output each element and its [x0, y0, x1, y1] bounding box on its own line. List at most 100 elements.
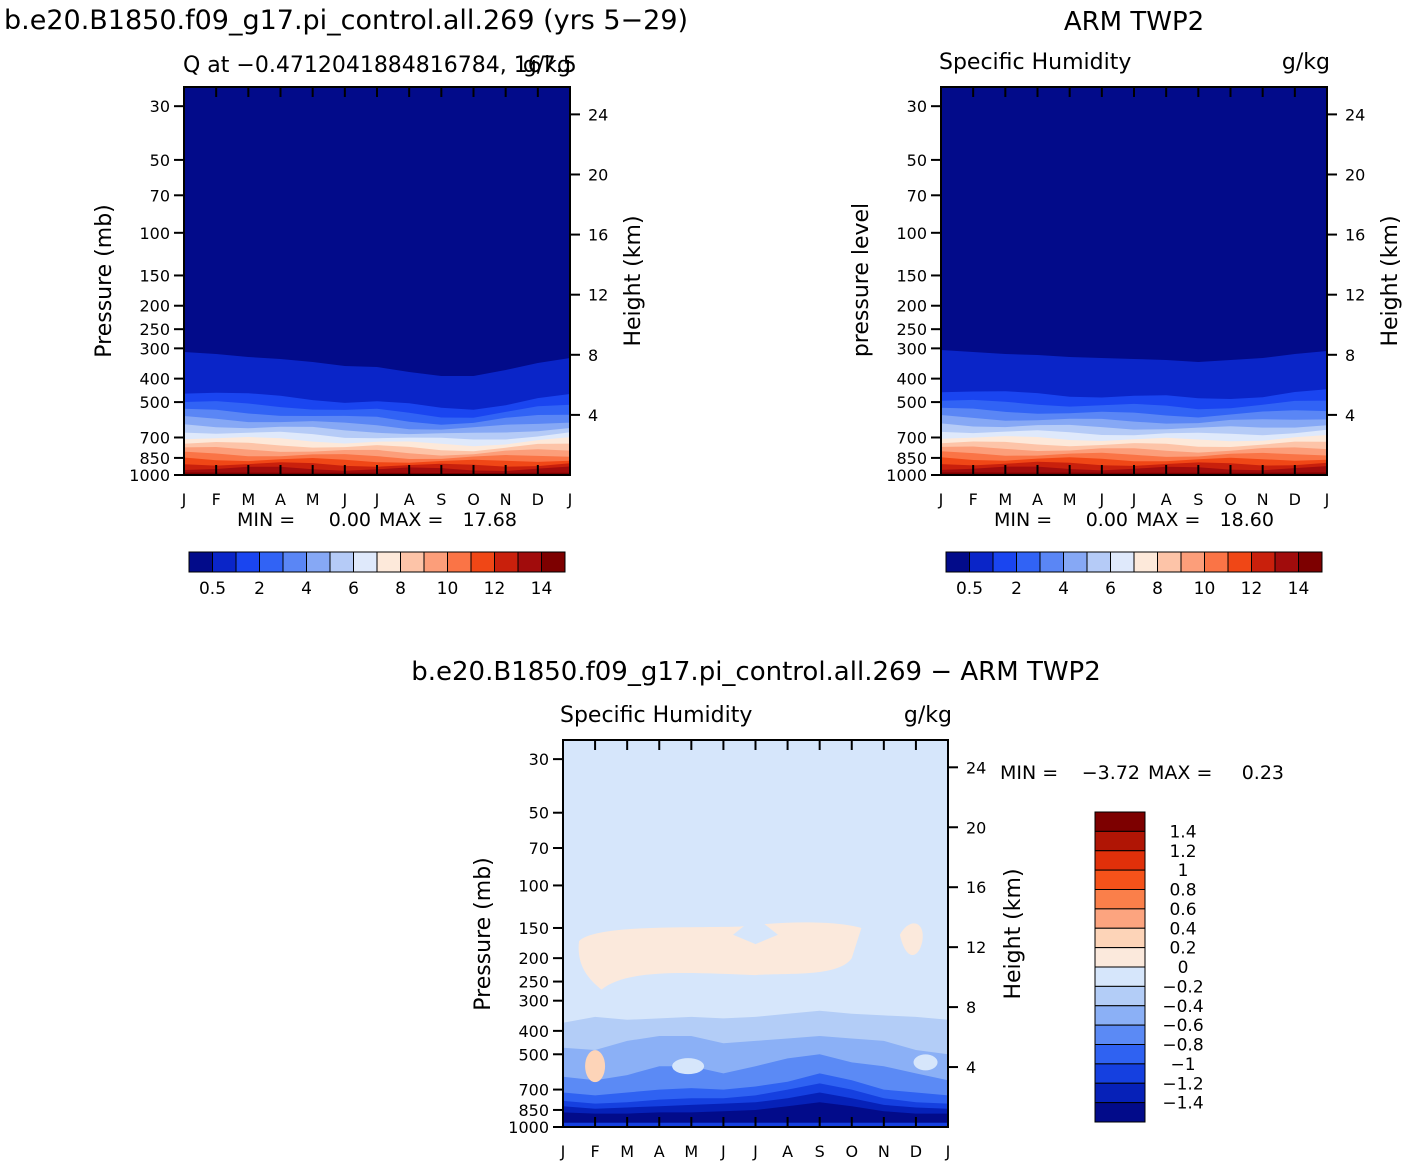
- colorbar-label: −1: [1170, 1055, 1195, 1075]
- colorbar-swatch: [1274, 551, 1299, 573]
- colorbar-swatch: [1094, 850, 1146, 871]
- right-tick-label: 24: [966, 758, 986, 777]
- colorbar-swatch: [212, 551, 237, 573]
- x-tick-label: M: [306, 490, 320, 509]
- y-tick-label: 50: [150, 151, 170, 170]
- colorbar-swatch: [447, 551, 472, 573]
- colorbar-swatch: [1094, 947, 1146, 968]
- y-tick-label: 250: [139, 320, 170, 339]
- y-tick-label: 300: [518, 992, 549, 1011]
- diff-min-label: MIN =: [1000, 762, 1058, 784]
- y-tick-label: 150: [139, 266, 170, 285]
- colorbar-label: 4: [301, 579, 312, 599]
- diff-right-axis-label: Height (km): [1001, 868, 1026, 999]
- colorbar-label: 0.5: [956, 579, 983, 599]
- x-tick-label: J: [374, 490, 380, 509]
- y-tick-label: 1000: [886, 466, 927, 485]
- y-tick-label: 150: [518, 919, 549, 938]
- obs-max-value: 18.60: [1220, 509, 1274, 531]
- colorbar-swatch: [1094, 889, 1146, 910]
- x-tick-label: F: [590, 1142, 599, 1161]
- y-tick-label: 850: [139, 449, 170, 468]
- colorbar-swatch: [1094, 908, 1146, 929]
- y-tick-label: 150: [896, 266, 927, 285]
- x-tick-label: O: [845, 1142, 858, 1161]
- y-tick-label: 50: [907, 151, 927, 170]
- y-tick-label: 1000: [508, 1118, 549, 1137]
- positive-anomaly-patch: [578, 922, 862, 990]
- x-tick-label: F: [212, 490, 221, 509]
- colorbar-label: −0.2: [1162, 977, 1203, 997]
- colorbar-label: 0: [1178, 958, 1189, 978]
- y-tick-label: 700: [518, 1081, 549, 1100]
- y-tick-label: 250: [518, 973, 549, 992]
- colorbar-swatch: [1094, 966, 1146, 987]
- colorbar-swatch: [1133, 551, 1158, 573]
- obs-panel: Specific Humidity g/kg J F M A M J J A S O N D J 30 50…: [849, 50, 1403, 599]
- x-tick-label: O: [467, 490, 480, 509]
- right-tick-label: 20: [588, 165, 608, 184]
- colorbar-label: −1.2: [1162, 1074, 1203, 1094]
- right-tick-label: 20: [966, 818, 986, 837]
- x-tick-label: J: [945, 1142, 951, 1161]
- x-tick-label: S: [436, 490, 446, 509]
- colorbar-swatch: [282, 551, 307, 573]
- y-tick-label: 300: [139, 339, 170, 358]
- y-tick-label: 200: [139, 297, 170, 316]
- y-tick-label: 70: [150, 186, 170, 205]
- colorbar-label: 1.2: [1169, 842, 1196, 862]
- colorbar-label: 0.8: [1169, 881, 1196, 901]
- diff-units-label: g/kg: [904, 703, 952, 728]
- x-tick-label: A: [404, 490, 415, 509]
- x-tick-label: J: [1131, 490, 1137, 509]
- model-min-value: 0.00: [329, 509, 371, 531]
- colorbar-swatch: [188, 551, 213, 573]
- diff-y-axis-label: Pressure (mb): [471, 857, 496, 1011]
- y-tick-label: 200: [896, 297, 927, 316]
- x-tick-label: D: [910, 1142, 922, 1161]
- colorbar-swatch: [945, 551, 970, 573]
- y-tick-label: 100: [896, 224, 927, 243]
- colorbar-swatch: [1298, 551, 1323, 573]
- right-tick-label: 24: [1345, 105, 1365, 124]
- colorbar-label: 14: [531, 579, 553, 599]
- x-tick-label: F: [969, 490, 978, 509]
- colorbar-swatch: [1227, 551, 1252, 573]
- weak-anomaly-patch: [913, 1054, 938, 1071]
- colorbar-swatch: [1094, 1063, 1146, 1084]
- right-tick-label: 8: [588, 346, 598, 365]
- colorbar-swatch: [353, 551, 378, 573]
- colorbar-label: 0.4: [1169, 919, 1196, 939]
- x-tick-label: S: [1193, 490, 1203, 509]
- obs-plot-area: [941, 87, 1327, 475]
- model-figure-title: b.e20.B1850.f09_g17.pi_control.all.269 (…: [4, 5, 688, 36]
- y-tick-label: 400: [139, 370, 170, 389]
- colorbar-label: 1: [1178, 861, 1189, 881]
- y-tick-label: 300: [896, 339, 927, 358]
- colorbar-swatch: [1063, 551, 1088, 573]
- y-tick-label: 30: [907, 97, 927, 116]
- colorbar-swatch: [329, 551, 354, 573]
- y-tick-label: 700: [896, 428, 927, 447]
- x-tick-label: J: [720, 1142, 726, 1161]
- positive-anomaly-patch: [899, 923, 923, 956]
- x-tick-label: J: [181, 490, 187, 509]
- y-tick-label: 30: [150, 97, 170, 116]
- obs-min-label: MIN =: [994, 509, 1052, 531]
- colorbar-label: 6: [1105, 579, 1116, 599]
- model-variable-label: Q at −0.4712041884816784, 167.5: [183, 53, 577, 78]
- colorbar-swatch: [1094, 1024, 1146, 1045]
- x-tick-label: M: [620, 1142, 634, 1161]
- diff-max-value: 0.23: [1242, 762, 1284, 784]
- colorbar-swatch: [1094, 1044, 1146, 1065]
- right-tick-label: 4: [588, 406, 598, 425]
- x-tick-label: M: [684, 1142, 698, 1161]
- obs-colorbar: 0.5 2 4 6 8 10 12 14: [945, 551, 1323, 599]
- obs-min-value: 0.00: [1086, 509, 1128, 531]
- y-tick-label: 500: [518, 1045, 549, 1064]
- x-tick-label: J: [1324, 490, 1330, 509]
- model-units-label: g/kg: [523, 53, 571, 78]
- y-tick-label: 100: [518, 876, 549, 895]
